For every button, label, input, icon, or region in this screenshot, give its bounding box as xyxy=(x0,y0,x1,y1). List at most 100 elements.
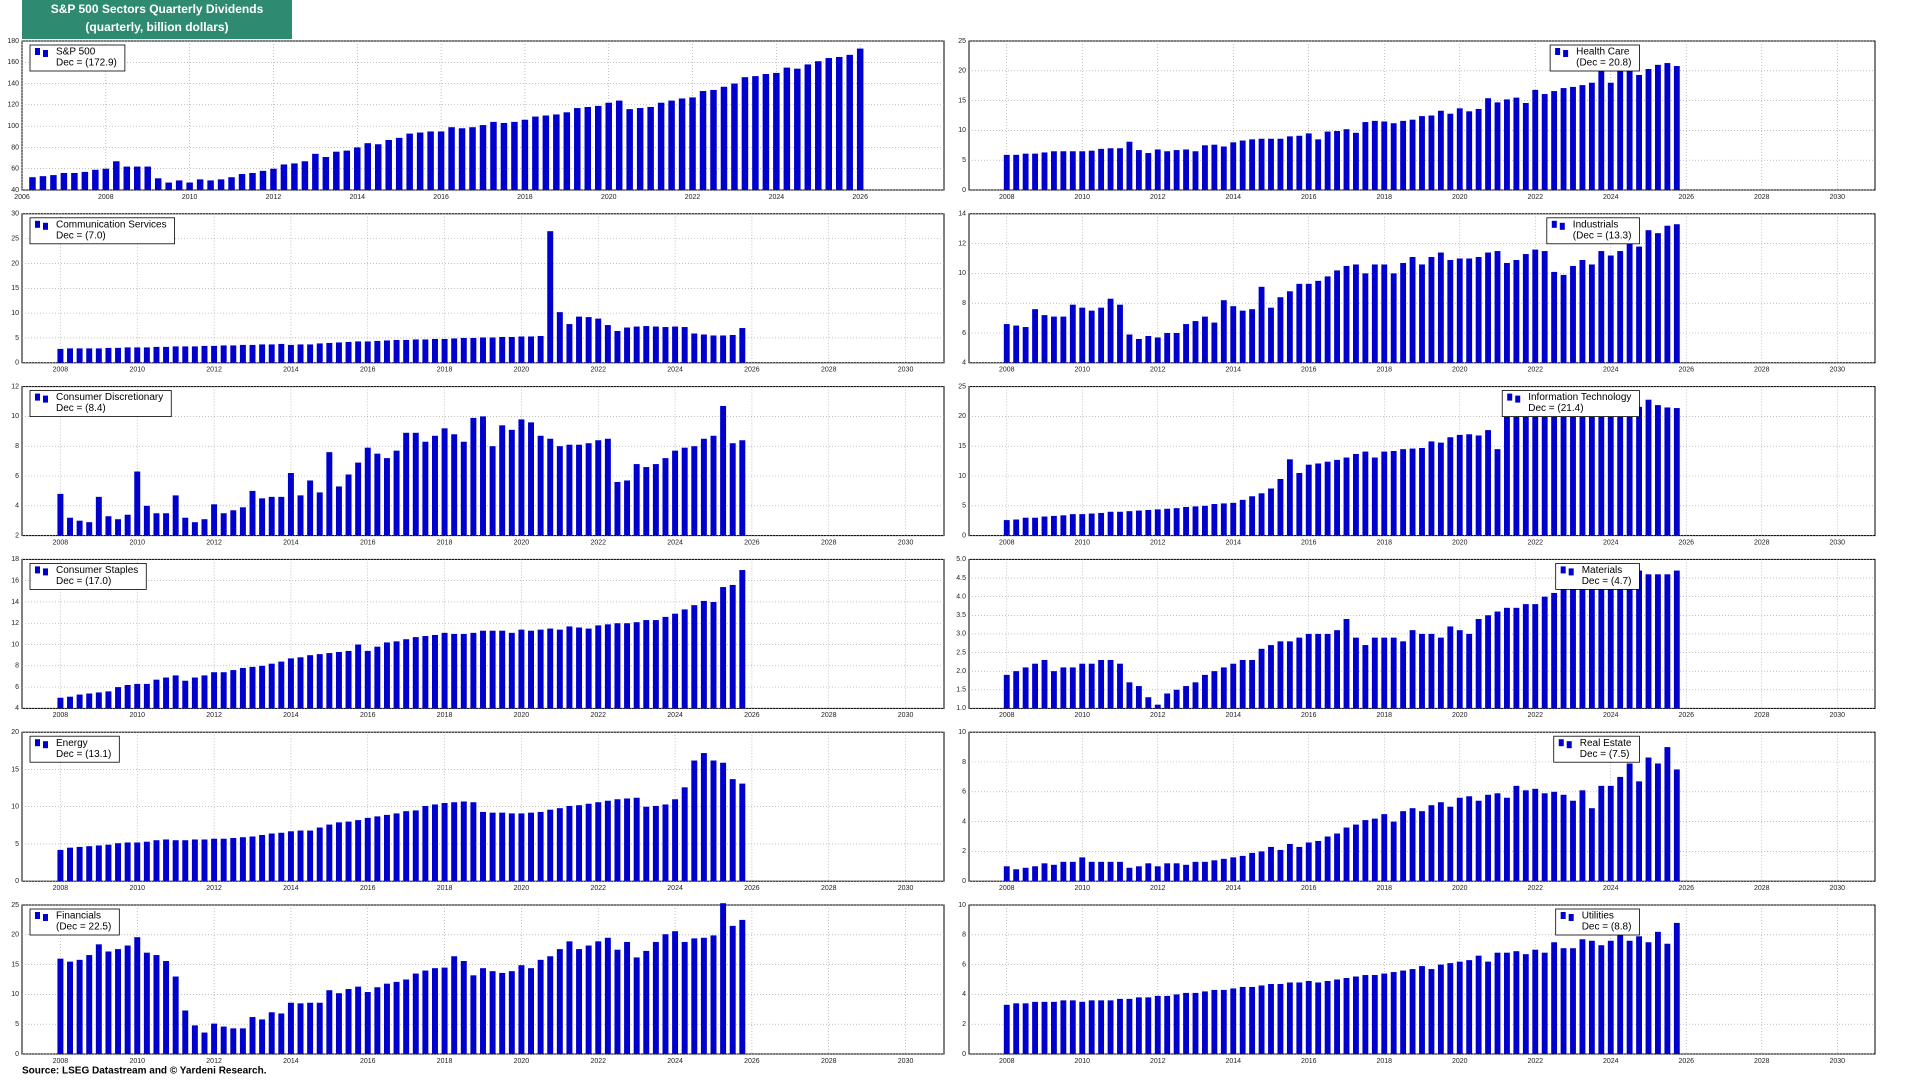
x-tick-label: 2026 xyxy=(744,367,760,374)
bar xyxy=(364,992,371,1054)
legend-marker xyxy=(43,50,48,57)
legend-annotation: Dec = (7.0) xyxy=(56,230,106,241)
bar xyxy=(115,687,122,709)
legend-label: Industrials xyxy=(1573,219,1619,230)
x-tick-label: 2008 xyxy=(53,712,69,719)
bar xyxy=(1183,149,1189,190)
bar xyxy=(374,987,381,1054)
bar xyxy=(1135,997,1142,1054)
bar xyxy=(301,161,309,190)
legend-marker xyxy=(1515,395,1521,403)
bar xyxy=(343,150,351,190)
legend-marker xyxy=(1566,741,1572,749)
y-tick-label: 18 xyxy=(11,556,19,563)
bar xyxy=(1447,259,1454,363)
bar xyxy=(490,121,497,190)
bar xyxy=(412,637,419,709)
bar xyxy=(752,76,759,190)
legend-annotation: Dec = (17.0) xyxy=(56,576,111,587)
bar xyxy=(278,343,285,363)
x-tick-label: 2008 xyxy=(999,712,1015,719)
bar xyxy=(124,842,131,882)
bar xyxy=(1409,448,1416,536)
bar xyxy=(1626,763,1633,882)
x-tick-label: 2016 xyxy=(360,367,376,374)
bar xyxy=(374,816,381,882)
bar xyxy=(422,805,429,882)
bar xyxy=(76,694,83,709)
bar xyxy=(172,675,179,709)
x-tick-label: 2028 xyxy=(1754,1058,1770,1065)
bar xyxy=(1032,517,1038,536)
y-tick-label: 10 xyxy=(11,991,19,998)
legend-box xyxy=(1555,563,1640,590)
bar xyxy=(1154,149,1161,190)
bar xyxy=(1154,509,1161,536)
legend-annotation: Dec = (7.5) xyxy=(1580,749,1630,760)
bar xyxy=(297,657,304,709)
y-tick-label: 6 xyxy=(15,473,19,480)
bar xyxy=(1032,1001,1038,1054)
bar xyxy=(1626,940,1633,1054)
legend-marker xyxy=(35,220,40,228)
bar xyxy=(316,827,323,882)
bar xyxy=(1192,682,1199,709)
bar xyxy=(143,683,150,709)
bar xyxy=(1655,574,1661,709)
bar xyxy=(547,956,554,1054)
y-tick-label: 30 xyxy=(11,211,19,218)
bar xyxy=(739,783,746,882)
bar xyxy=(480,630,486,709)
bar xyxy=(134,471,141,536)
bar xyxy=(460,441,467,536)
bar xyxy=(1117,511,1123,536)
bar xyxy=(499,425,506,536)
bar xyxy=(1315,463,1322,536)
bar xyxy=(105,691,112,709)
bar xyxy=(95,348,102,363)
bar xyxy=(633,622,640,709)
bar xyxy=(1230,663,1237,709)
bar xyxy=(1447,437,1454,536)
bar xyxy=(1286,291,1293,363)
bar xyxy=(729,443,736,536)
x-tick-label: 2026 xyxy=(744,1058,760,1065)
legend-box xyxy=(29,44,126,72)
bar xyxy=(1504,607,1510,709)
bar xyxy=(1088,310,1095,363)
legend-label: Materials xyxy=(1582,565,1623,576)
bar xyxy=(1305,133,1312,190)
x-tick-label: 2012 xyxy=(266,194,282,201)
bar xyxy=(1371,975,1378,1054)
bar xyxy=(86,693,93,709)
bar xyxy=(624,941,631,1054)
x-tick-label: 2020 xyxy=(1452,367,1468,374)
x-tick-label: 2016 xyxy=(433,194,449,201)
bar xyxy=(1277,641,1284,709)
bar xyxy=(1192,151,1199,190)
bar xyxy=(95,496,102,536)
bar xyxy=(556,949,563,1054)
bar xyxy=(333,151,340,190)
bar xyxy=(57,849,64,882)
x-tick-label: 2028 xyxy=(1754,194,1770,201)
bar xyxy=(1239,986,1246,1054)
bar xyxy=(326,342,333,363)
bar xyxy=(614,481,621,536)
legend-label: Consumer Staples xyxy=(56,565,138,576)
y-tick-label: 0 xyxy=(962,532,966,539)
x-tick-label: 2030 xyxy=(1829,712,1845,719)
bar xyxy=(1117,861,1123,882)
bar xyxy=(432,338,438,363)
bar xyxy=(186,182,193,190)
bar xyxy=(528,968,534,1054)
bar xyxy=(153,840,160,882)
bar xyxy=(633,464,640,536)
bar xyxy=(86,846,93,882)
bar xyxy=(191,522,198,536)
bar xyxy=(584,106,592,190)
bar xyxy=(1598,69,1605,190)
bar xyxy=(470,417,477,536)
